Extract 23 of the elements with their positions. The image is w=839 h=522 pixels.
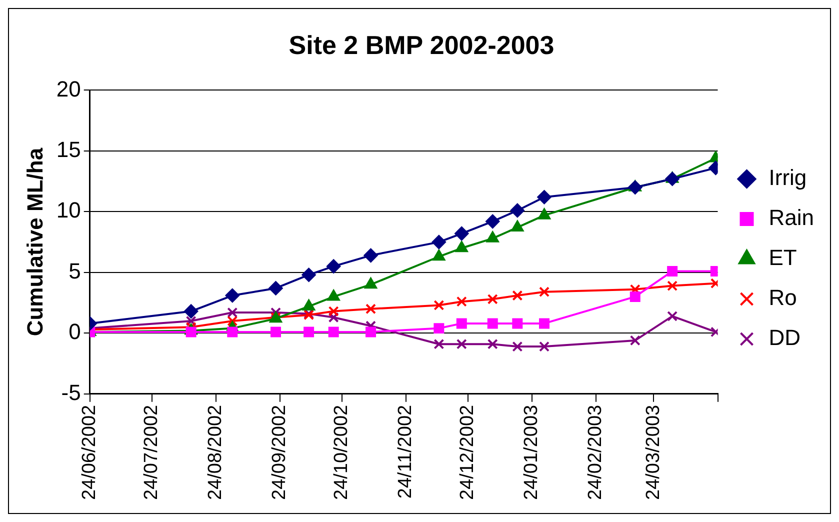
x-tick-label: 24/01/2003 [521, 404, 542, 500]
y-tick-label: 10 [56, 198, 81, 223]
legend-label: Rain [768, 205, 814, 230]
legend-label: Irrig [768, 165, 807, 190]
x-tick-label: 24/08/2002 [205, 404, 226, 500]
chart-title: Site 2 BMP 2002-2003 [288, 30, 554, 60]
legend-label: ET [768, 245, 797, 270]
x-tick-label: 24/09/2002 [269, 404, 290, 500]
x-tick-label: 24/11/2002 [395, 404, 416, 499]
legend-label: Ro [768, 285, 797, 310]
y-axis-title: Cumulative ML/ha [22, 147, 48, 336]
y-tick-label: 15 [56, 137, 81, 162]
y-tick-label: 20 [56, 76, 81, 102]
legend-label: DD [768, 325, 801, 350]
x-tick-label: 24/12/2002 [457, 404, 478, 500]
y-tick-label: -5 [61, 380, 81, 405]
x-tick-label: 24/03/2003 [642, 404, 664, 500]
y-tick-label: 5 [68, 258, 81, 284]
y-tick-label: 0 [68, 319, 81, 344]
x-tick-label: 24/10/2002 [331, 404, 352, 500]
x-tick-label: 24/07/2002 [141, 404, 162, 500]
x-tick-label: 24/06/2002 [79, 404, 100, 500]
x-tick-label: 24/02/2003 [585, 404, 606, 500]
